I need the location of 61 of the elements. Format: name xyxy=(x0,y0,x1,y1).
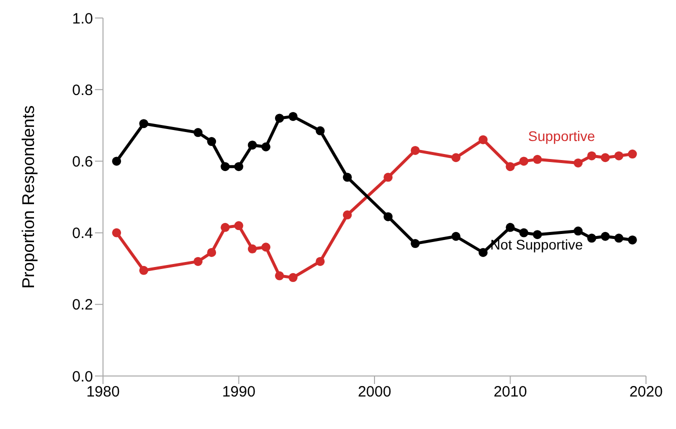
y-axis-title: Proportion Respondents xyxy=(19,105,38,289)
point xyxy=(410,239,420,248)
point xyxy=(410,146,420,155)
point xyxy=(451,153,460,162)
y-tick-label: 0.4 xyxy=(72,225,93,242)
point xyxy=(234,162,244,172)
point xyxy=(478,248,488,257)
point xyxy=(628,150,637,159)
y-tick-label: 0.6 xyxy=(72,154,93,171)
point xyxy=(220,162,230,172)
x-tick-label: 2000 xyxy=(358,384,392,401)
point xyxy=(274,114,284,123)
point xyxy=(519,228,528,238)
point xyxy=(139,119,148,128)
point xyxy=(194,256,203,266)
point xyxy=(194,128,203,138)
point xyxy=(532,230,542,240)
point xyxy=(342,172,352,182)
point xyxy=(316,256,325,266)
point xyxy=(614,151,624,160)
point xyxy=(587,234,596,243)
y-tick-label: 0.2 xyxy=(72,296,93,314)
point xyxy=(478,135,488,144)
point xyxy=(207,248,216,257)
point xyxy=(614,234,624,243)
point xyxy=(519,156,528,166)
point xyxy=(261,242,270,252)
point xyxy=(207,137,216,146)
point xyxy=(384,172,393,182)
point xyxy=(316,126,325,136)
point xyxy=(574,226,583,236)
point xyxy=(274,271,284,280)
point xyxy=(288,273,298,282)
point xyxy=(139,266,148,275)
point xyxy=(587,151,596,160)
y-tick-label: 0.0 xyxy=(72,368,93,386)
point xyxy=(234,221,244,230)
point xyxy=(342,210,352,220)
point xyxy=(532,154,542,164)
y-tick-label: 1.0 xyxy=(72,10,93,28)
x-tick-label: 2010 xyxy=(494,384,527,401)
point xyxy=(506,222,515,232)
series-label: Supportive xyxy=(528,128,596,144)
point xyxy=(220,222,230,232)
point xyxy=(112,228,122,238)
point xyxy=(600,232,610,241)
x-tick-label: 1980 xyxy=(86,384,120,401)
point xyxy=(628,235,637,244)
x-tick-label: 1990 xyxy=(222,384,256,401)
point xyxy=(288,112,298,121)
point xyxy=(112,156,122,166)
x-tick-label: 2020 xyxy=(629,384,663,401)
point xyxy=(506,162,515,172)
y-tick-label: 0.8 xyxy=(72,82,93,99)
point xyxy=(574,158,583,168)
point xyxy=(248,140,257,150)
point xyxy=(248,244,257,254)
point xyxy=(600,153,610,162)
point xyxy=(451,232,460,241)
point xyxy=(261,142,270,152)
point xyxy=(384,212,393,222)
